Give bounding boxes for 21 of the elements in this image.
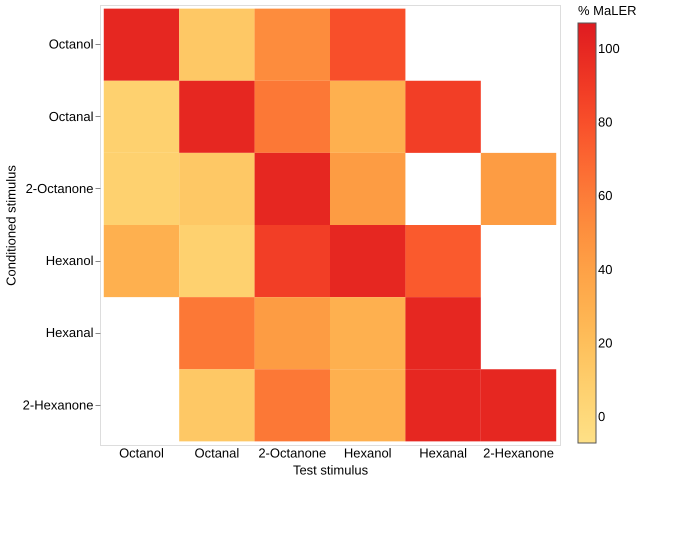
x-tick-label: Hexanol bbox=[344, 446, 392, 460]
x-tick-label: Octanol bbox=[119, 446, 164, 460]
x-tick-label: Octanal bbox=[194, 446, 240, 460]
x-tick-label: 2-Octanone bbox=[258, 446, 326, 460]
color-bar-label: 80 bbox=[598, 114, 612, 130]
color-bar-label: 100 bbox=[598, 40, 620, 56]
y-tick-label: 2-Octanone bbox=[26, 180, 94, 196]
legend-title: % MaLER bbox=[578, 3, 637, 18]
x-axis-title: Test stimulus bbox=[292, 462, 369, 478]
y-tick-label: Octanol bbox=[48, 36, 94, 52]
color-bar-label: 0 bbox=[598, 409, 606, 424]
y-tick-label: Hexanol bbox=[46, 253, 94, 268]
color-bar-label: 40 bbox=[598, 262, 612, 277]
x-tick-label: 2-Hexanone bbox=[483, 446, 554, 460]
color-bar-label: 60 bbox=[598, 188, 612, 204]
y-tick-label: Octanal bbox=[48, 108, 94, 124]
y-axis-title: Conditioned stimulus bbox=[4, 164, 19, 286]
x-tick-label: Hexanal bbox=[419, 446, 468, 460]
y-tick-label: 2-Hexanone bbox=[22, 397, 94, 412]
y-tick-label: Hexanal bbox=[46, 325, 94, 340]
color-bar-label: 20 bbox=[598, 336, 612, 351]
